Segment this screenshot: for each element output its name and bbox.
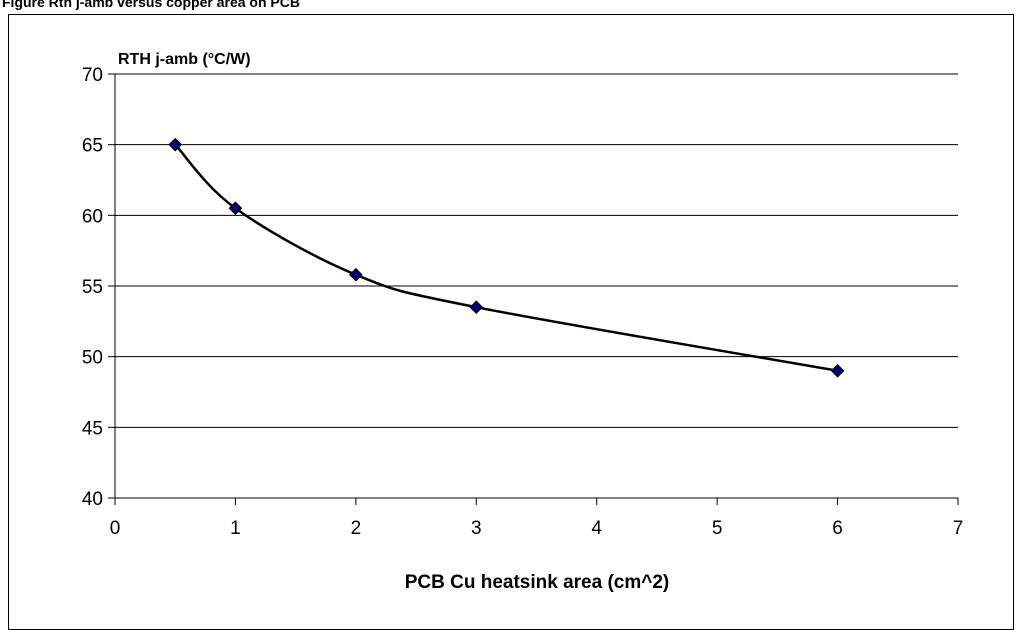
x-tick-label-0: 0: [110, 518, 121, 539]
data-markers: [168, 137, 845, 378]
data-point-3: [469, 300, 484, 315]
y-tick-label-55: 55: [82, 277, 103, 298]
figure-caption: Figure Rth j-amb versus copper area on P…: [2, 0, 300, 10]
y-tick-label-40: 40: [82, 489, 103, 510]
data-point-2: [349, 267, 363, 282]
y-tick-label-60: 60: [82, 206, 103, 227]
x-axis-label: PCB Cu heatsink area (cm^2): [405, 572, 670, 593]
x-tick-label-2: 2: [351, 518, 362, 539]
y-axis-label: RTH j-amb (°C/W): [118, 51, 251, 68]
x-tick-label-3: 3: [471, 518, 482, 539]
y-tick-label-50: 50: [82, 348, 103, 369]
series-0-line: [174, 143, 838, 373]
y-tick-label-65: 65: [82, 136, 103, 157]
series-line: [174, 143, 838, 373]
y-tick-label-70: 70: [82, 65, 103, 86]
gridlines: [115, 73, 958, 428]
x-tick-label-1: 1: [230, 518, 241, 539]
x-tick-label-7: 7: [953, 518, 964, 539]
chart-frame: [8, 14, 1014, 630]
data-point-6: [830, 363, 845, 378]
x-tick-label-5: 5: [712, 518, 723, 539]
x-tick-label-6: 6: [832, 518, 843, 539]
data-point-1: [228, 201, 243, 216]
x-tick-label-4: 4: [591, 518, 602, 539]
data-point-0.5: [168, 137, 183, 152]
axes: [108, 73, 959, 505]
y-tick-label-45: 45: [82, 418, 103, 439]
